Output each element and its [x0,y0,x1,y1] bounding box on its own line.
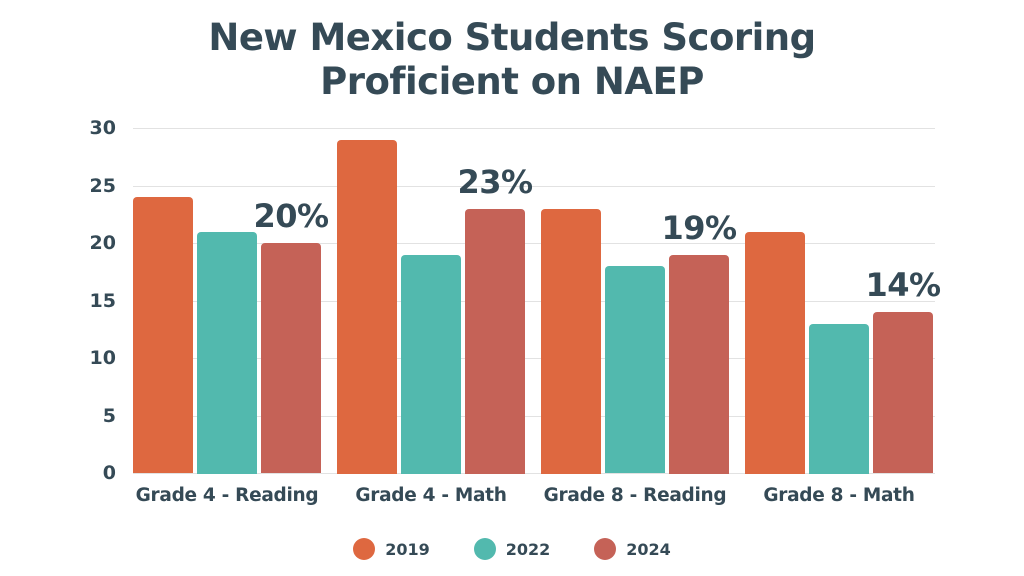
y-tick-label: 20 [89,232,116,254]
x-category-label: Grade 4 - Math [355,485,507,506]
legend-swatch-icon [594,538,617,560]
legend-swatch-icon [473,538,496,560]
value-annotation: 19% [661,209,737,247]
legend-label: 2019 [385,539,430,559]
bar-2022-0 [197,232,257,474]
value-annotation: 14% [865,266,941,304]
gridline [133,301,935,302]
legend-item-2024: 2024 [594,538,671,560]
legend-item-2022: 2022 [473,538,551,560]
legend-label: 2022 [505,539,551,559]
bar-2022-3 [809,324,869,474]
y-tick-label: 30 [89,117,116,139]
bar-2024-3 [873,312,933,473]
bar-2019-3 [745,232,805,474]
bar-2024-1 [465,209,525,474]
gridline [133,128,935,129]
bar-2019-0 [133,197,193,473]
value-annotation: 23% [457,163,533,201]
y-tick-label: 5 [102,405,116,427]
y-tick-label: 10 [89,347,116,369]
bar-2022-1 [401,255,461,474]
legend: 2019 2022 2024 [0,538,1024,560]
x-category-label: Grade 8 - Math [763,485,915,506]
chart-title-line-2: Proficient on NAEP [320,60,704,103]
gridline [133,358,935,359]
legend-label: 2024 [626,539,671,559]
gridline [133,416,935,417]
chart-title-line-1: New Mexico Students Scoring [208,16,816,59]
bar-2019-1 [337,140,397,474]
x-category-label: Grade 4 - Reading [135,485,319,506]
bar-2019-2 [541,209,601,474]
bar-2022-2 [605,266,665,473]
gridline [133,473,935,474]
gridline [133,186,935,187]
bar-2024-2 [669,255,729,474]
y-tick-label: 0 [102,462,116,484]
x-category-label: Grade 8 - Reading [543,485,727,506]
y-tick-label: 15 [89,290,116,312]
value-annotation: 20% [253,197,329,235]
legend-swatch-icon [353,538,376,560]
gridline [133,243,935,244]
legend-item-2019: 2019 [353,538,430,560]
bar-2024-0 [261,243,321,473]
y-tick-label: 25 [89,175,116,197]
chart-title: New Mexico Students Scoring Proficient o… [0,16,1024,104]
